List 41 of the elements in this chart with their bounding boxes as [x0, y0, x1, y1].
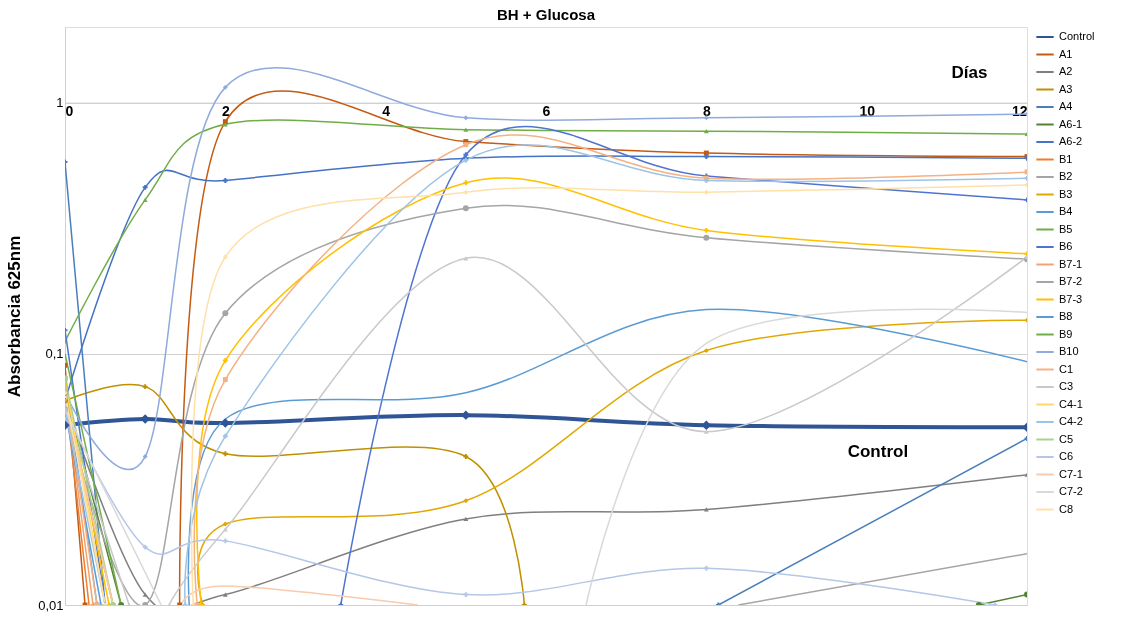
legend-label: C1 — [1059, 362, 1074, 375]
legend-label: C4-1 — [1059, 397, 1083, 410]
x-tick-label: 0 — [65, 103, 74, 120]
legend-label: C3 — [1059, 380, 1074, 392]
legend-label: B5 — [1059, 222, 1073, 235]
x-tick-label: 6 — [542, 103, 551, 120]
legend-label: B7-3 — [1059, 292, 1083, 305]
legend-label: B4 — [1059, 205, 1073, 217]
legend-label: B7-2 — [1059, 275, 1083, 287]
legend-label: C8 — [1059, 502, 1074, 515]
y-tick-label: 0,1 — [45, 346, 64, 362]
legend-label: A3 — [1059, 82, 1073, 95]
legend-label: C7-1 — [1059, 467, 1083, 480]
chart-title: BH + Glucosa — [497, 6, 596, 23]
legend-label: B8 — [1059, 310, 1073, 322]
y-tick-label: 1 — [56, 95, 64, 111]
legend-label: C4-2 — [1059, 415, 1083, 427]
legend-label: A4 — [1059, 100, 1073, 112]
legend-label: C7-2 — [1059, 485, 1083, 497]
legend-label: A1 — [1059, 47, 1073, 60]
x-tick-label: 8 — [702, 103, 711, 120]
x-tick-label: 4 — [382, 103, 391, 120]
legend-label: A2 — [1059, 65, 1073, 77]
legend-label: B9 — [1059, 327, 1073, 340]
legend-label: C6 — [1059, 450, 1074, 462]
legend-label: C5 — [1059, 432, 1074, 445]
y-axis-title: Absorbancia 625nm — [5, 235, 25, 398]
legend-label: A6-2 — [1059, 135, 1083, 147]
x-tick-label: 2 — [221, 103, 230, 120]
annotation: Control — [847, 441, 909, 461]
legend-label: B6 — [1059, 240, 1073, 252]
legend-label: B3 — [1059, 187, 1073, 200]
x-axis-title: Días — [951, 63, 988, 83]
legend-label: B10 — [1059, 345, 1079, 357]
x-tick-label: 10 — [859, 103, 876, 120]
y-tick-label: 0,01 — [38, 597, 64, 613]
legend-label: B1 — [1059, 152, 1073, 165]
legend-label: A6-1 — [1059, 117, 1083, 130]
legend-label: Control — [1059, 30, 1095, 42]
legend-label: B7-1 — [1059, 257, 1083, 270]
legend-label: B2 — [1059, 170, 1073, 182]
